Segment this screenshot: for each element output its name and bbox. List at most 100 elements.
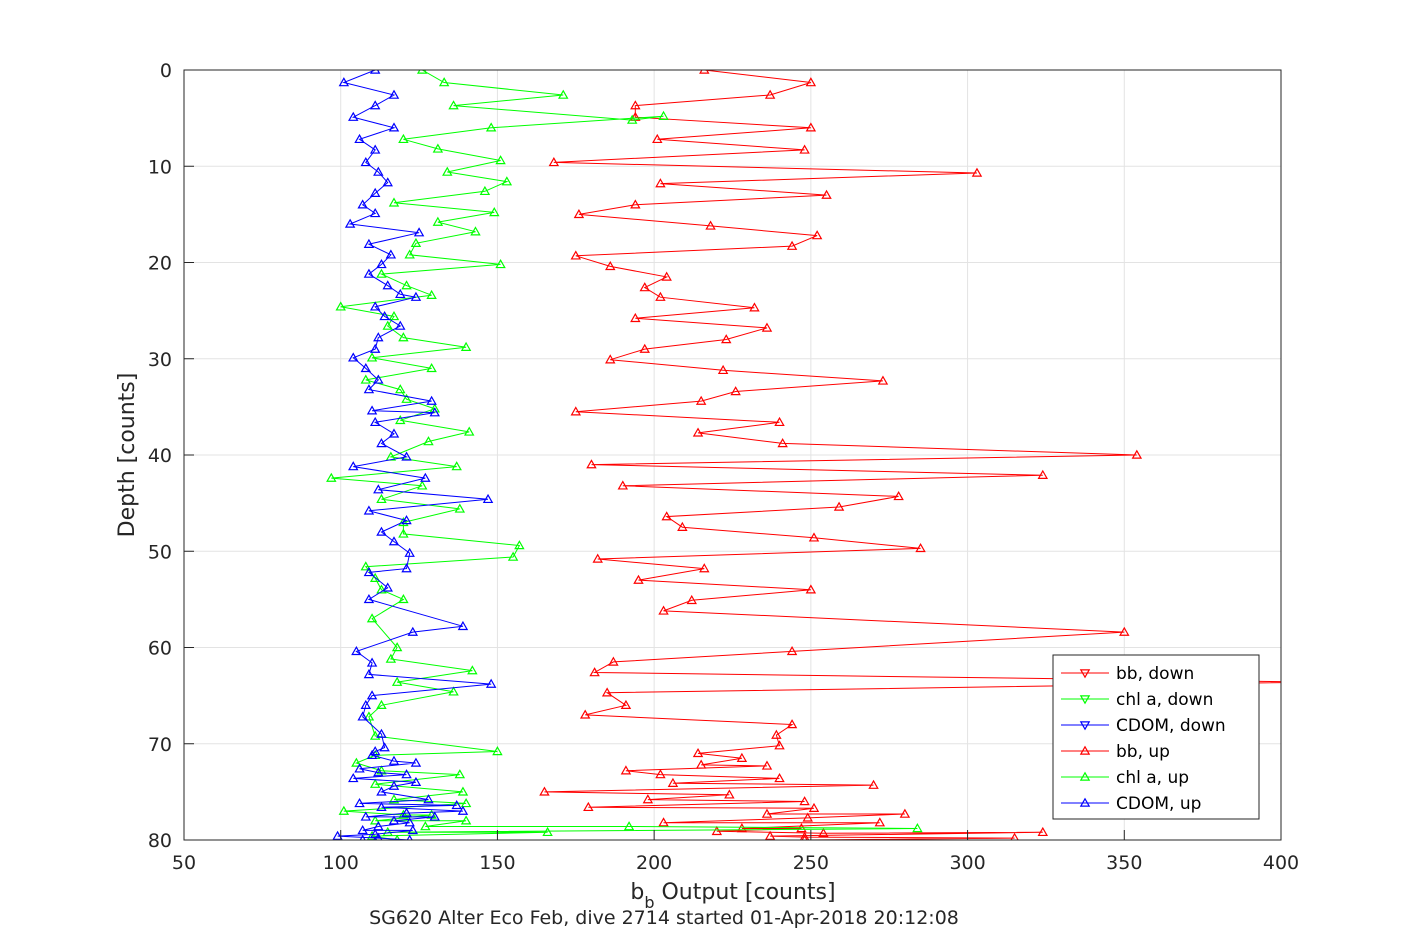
data-point — [601, 687, 613, 697]
legend-label: chl a, down — [1116, 690, 1213, 710]
data-point — [376, 438, 387, 448]
data-point — [388, 89, 400, 99]
data-point — [730, 386, 741, 396]
data-point — [874, 817, 886, 827]
data-point — [833, 501, 845, 511]
data-point — [385, 249, 397, 259]
legend-label: CDOM, down — [1116, 716, 1226, 736]
data-point — [811, 230, 823, 240]
data-point — [363, 268, 375, 278]
data-point — [454, 769, 466, 779]
data-point — [495, 259, 506, 269]
data-point — [460, 815, 472, 825]
data-point — [376, 699, 387, 709]
data-point — [761, 760, 773, 770]
data-point — [558, 89, 569, 99]
data-point — [382, 280, 393, 290]
legend-marker — [1079, 721, 1091, 731]
data-point — [369, 144, 381, 154]
x-axis-label: bb Output [counts] — [630, 880, 835, 912]
data-point — [821, 189, 832, 199]
legend-box — [1052, 654, 1260, 820]
data-point — [658, 817, 669, 827]
data-point — [388, 755, 400, 765]
x-tick-label: 300 — [949, 852, 985, 874]
legend-label: bb, up — [1116, 742, 1170, 762]
data-point — [736, 823, 748, 833]
data-point — [432, 216, 444, 226]
data-point — [410, 237, 422, 247]
data-point — [774, 772, 785, 783]
data-point — [652, 133, 663, 144]
series-layer — [326, 70, 1281, 840]
data-point — [382, 582, 393, 592]
data-point — [401, 451, 412, 461]
series-bb-up — [539, 70, 1281, 840]
data-point — [423, 794, 434, 804]
data-point — [692, 427, 704, 437]
series-cdom-up — [332, 70, 497, 840]
data-point — [429, 811, 440, 821]
data-point — [699, 70, 710, 74]
data-point — [774, 416, 785, 427]
data-point — [338, 77, 350, 87]
y-tick-label: 20 — [148, 253, 172, 275]
data-point — [501, 176, 513, 186]
data-point — [376, 786, 387, 796]
data-point — [658, 605, 669, 615]
data-point — [363, 505, 375, 515]
x-tick-label: 50 — [172, 852, 196, 874]
data-point — [398, 516, 409, 527]
data-point — [639, 282, 650, 292]
data-point — [401, 769, 412, 779]
data-point — [357, 711, 368, 721]
data-point — [401, 807, 412, 817]
data-point — [404, 817, 415, 827]
data-point — [360, 362, 372, 373]
x-tick-label: 250 — [793, 852, 829, 874]
data-point — [749, 302, 760, 312]
data-point — [695, 395, 707, 405]
data-point — [592, 553, 603, 563]
data-point — [348, 352, 359, 362]
data-point — [426, 289, 437, 299]
data-point — [717, 364, 729, 375]
data-point — [398, 332, 409, 342]
data-point — [360, 699, 372, 709]
series-line — [544, 70, 1281, 840]
data-point — [404, 547, 415, 557]
data-point — [514, 540, 525, 550]
data-point — [332, 830, 343, 840]
data-point — [395, 288, 406, 299]
data-point — [761, 322, 773, 332]
data-point — [426, 362, 437, 373]
data-point — [630, 312, 641, 323]
data-point — [379, 310, 390, 321]
data-point — [736, 752, 748, 762]
data-point — [410, 291, 422, 301]
y-tick-label: 0 — [160, 60, 172, 82]
data-point — [388, 780, 400, 790]
data-point — [366, 405, 378, 415]
data-point — [724, 789, 735, 799]
data-point — [630, 199, 641, 209]
y-tick-label: 70 — [148, 734, 172, 756]
data-point — [539, 786, 550, 796]
data-point — [429, 403, 440, 413]
data-point — [401, 280, 412, 290]
data-point — [344, 218, 356, 228]
data-point — [586, 459, 597, 469]
data-point — [771, 729, 782, 739]
data-point — [388, 815, 400, 825]
data-point — [413, 227, 425, 237]
data-point — [369, 778, 381, 788]
data-point — [373, 166, 384, 176]
data-point — [376, 584, 387, 594]
data-point — [388, 310, 400, 321]
data-point — [451, 461, 462, 471]
data-point — [695, 759, 707, 769]
y-tick-label: 60 — [148, 638, 172, 660]
data-point — [764, 89, 776, 99]
series-line — [331, 70, 918, 840]
